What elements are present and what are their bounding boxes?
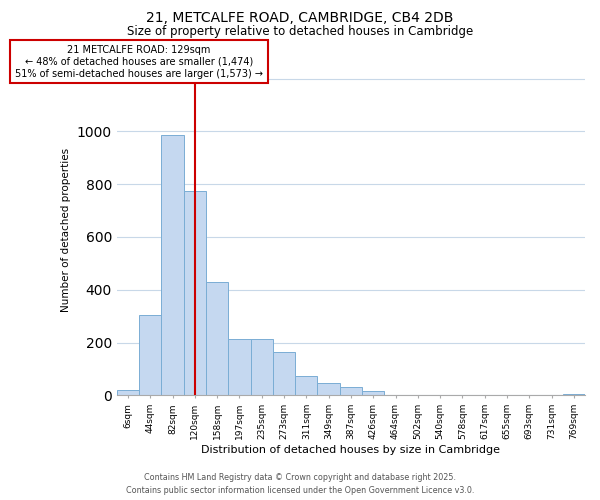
Bar	[273, 352, 295, 396]
Bar	[184, 190, 206, 396]
Y-axis label: Number of detached properties: Number of detached properties	[61, 148, 71, 312]
Bar	[295, 376, 317, 396]
Bar	[206, 282, 229, 396]
Bar	[139, 315, 161, 396]
Bar	[161, 136, 184, 396]
Text: Contains HM Land Registry data © Crown copyright and database right 2025.
Contai: Contains HM Land Registry data © Crown c…	[126, 474, 474, 495]
Text: 21 METCALFE ROAD: 129sqm
← 48% of detached houses are smaller (1,474)
51% of sem: 21 METCALFE ROAD: 129sqm ← 48% of detach…	[15, 46, 263, 78]
Bar	[340, 387, 362, 396]
Bar	[362, 392, 385, 396]
Bar	[251, 338, 273, 396]
Bar	[229, 338, 251, 396]
X-axis label: Distribution of detached houses by size in Cambridge: Distribution of detached houses by size …	[202, 445, 500, 455]
Bar	[317, 383, 340, 396]
Bar	[117, 390, 139, 396]
Text: Size of property relative to detached houses in Cambridge: Size of property relative to detached ho…	[127, 25, 473, 38]
Bar	[563, 394, 585, 396]
Text: 21, METCALFE ROAD, CAMBRIDGE, CB4 2DB: 21, METCALFE ROAD, CAMBRIDGE, CB4 2DB	[146, 11, 454, 25]
